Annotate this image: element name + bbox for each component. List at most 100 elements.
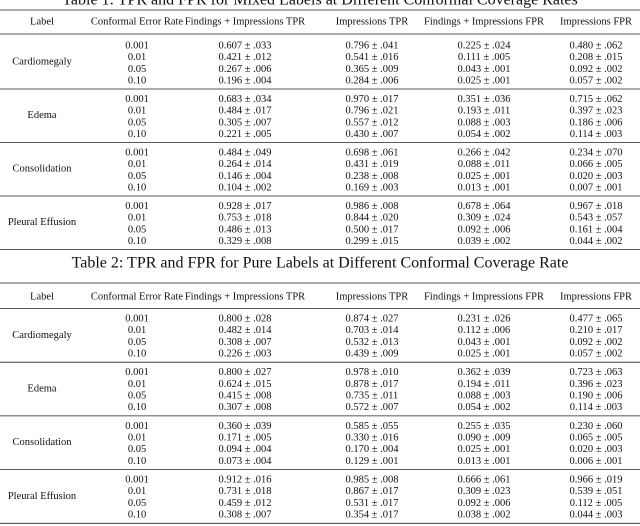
cell: 0.459 ± .012 [218, 498, 271, 509]
cell: 0.090 ± .009 [457, 433, 510, 444]
cell: 0.482 ± .014 [218, 325, 272, 336]
cell: 0.308 ± .007 [218, 337, 271, 348]
column-header: Findings + Impressions FPR [424, 291, 544, 302]
column-header: Impressions FPR [560, 291, 632, 302]
column-header: Findings + Impressions TPR [185, 291, 305, 302]
cell: 0.231 ± .026 [457, 313, 510, 324]
cell: 0.698 ± .061 [345, 147, 398, 158]
row-label: Consolidation [13, 437, 73, 448]
cell: 0.266 ± .042 [457, 147, 510, 158]
cell: 0.104 ± .002 [218, 183, 271, 194]
cell: 0.607 ± .033 [218, 40, 271, 51]
cell: 0.05 [128, 224, 146, 235]
cell: 0.539 ± .051 [569, 486, 622, 497]
cell: 0.01 [128, 486, 146, 497]
cell: 0.043 ± .001 [457, 337, 510, 348]
cell: 0.044 ± .003 [569, 510, 622, 521]
cell: 0.362 ± .039 [457, 367, 510, 378]
cell: 0.171 ± .005 [218, 433, 271, 444]
cell: 0.05 [128, 444, 146, 455]
cell: 0.874 ± .027 [345, 313, 398, 324]
cell: 0.112 ± .005 [570, 498, 623, 509]
cell: 0.10 [128, 402, 146, 413]
cell: 0.397 ± .023 [569, 106, 622, 117]
cell: 0.210 ± .017 [569, 325, 622, 336]
cell: 0.10 [128, 76, 146, 87]
cell: 0.484 ± .049 [218, 147, 271, 158]
cell: 0.365 ± .009 [345, 64, 398, 75]
cell: 0.439 ± .009 [345, 349, 398, 360]
cell: 0.985 ± .008 [345, 475, 398, 486]
cell: 0.112 ± .006 [458, 325, 511, 336]
cell: 0.731 ± .018 [218, 486, 271, 497]
cell: 0.966 ± .019 [569, 475, 622, 486]
row-label: Edema [27, 383, 56, 394]
cell: 0.01 [128, 52, 146, 63]
column-header: Conformal Error Rate [91, 16, 183, 27]
column-header: Findings + Impressions TPR [185, 16, 305, 27]
cell: 0.01 [128, 379, 146, 390]
cell: 0.800 ± .028 [218, 313, 271, 324]
cell: 0.01 [128, 213, 146, 224]
cell: 0.038 ± .002 [457, 510, 510, 521]
cell: 0.088 ± .003 [457, 117, 510, 128]
cell: 0.007 ± .001 [569, 183, 622, 194]
cell: 0.194 ± .011 [458, 379, 511, 390]
cell: 0.912 ± .016 [218, 475, 271, 486]
cell: 0.532 ± .013 [345, 337, 398, 348]
cell: 0.978 ± .010 [345, 367, 398, 378]
cell: 0.001 [125, 40, 149, 51]
cell: 0.986 ± .008 [345, 201, 398, 212]
cell: 0.001 [125, 421, 149, 432]
cell: 0.025 ± .001 [457, 444, 510, 455]
cell: 0.572 ± .007 [345, 402, 398, 413]
cell: 0.396 ± .023 [569, 379, 622, 390]
cell: 0.190 ± .006 [569, 391, 622, 402]
cell: 0.001 [125, 475, 149, 486]
cell: 0.221 ± .005 [218, 129, 271, 140]
cell: 0.054 ± .002 [457, 129, 510, 140]
cell: 0.305 ± .007 [218, 117, 271, 128]
cell: 0.753 ± .018 [218, 213, 271, 224]
cell: 0.01 [128, 325, 146, 336]
cell: 0.415 ± .008 [218, 391, 271, 402]
cell: 0.043 ± .001 [457, 64, 510, 75]
cell: 0.05 [128, 391, 146, 402]
cell: 0.013 ± .001 [457, 183, 510, 194]
cell: 0.01 [128, 106, 146, 117]
cell: 0.05 [128, 498, 146, 509]
cell: 0.683 ± .034 [218, 94, 272, 105]
cell: 0.541 ± .016 [345, 52, 398, 63]
cell: 0.025 ± .001 [457, 171, 510, 182]
cell: 0.678 ± .064 [457, 201, 511, 212]
cell: 0.169 ± .003 [345, 183, 398, 194]
cell: 0.020 ± .003 [569, 171, 622, 182]
row-label: Cardiomegaly [12, 57, 72, 68]
cell: 0.092 ± .002 [569, 64, 622, 75]
cell: 0.001 [125, 147, 149, 158]
cell: 0.735 ± .011 [346, 391, 399, 402]
cell: 0.330 ± .016 [345, 433, 398, 444]
cell: 0.020 ± .003 [569, 444, 622, 455]
cell: 0.225 ± .024 [457, 40, 511, 51]
cell: 0.715 ± .062 [569, 94, 622, 105]
cell: 0.796 ± .021 [345, 106, 398, 117]
cell: 0.800 ± .027 [218, 367, 271, 378]
column-header: Impressions FPR [560, 16, 632, 27]
cell: 0.129 ± .001 [345, 456, 398, 467]
row-label: Pleural Effusion [8, 491, 77, 502]
cell: 0.329 ± .008 [218, 236, 271, 247]
cell: 0.299 ± .015 [345, 236, 398, 247]
table-caption: Table 2: TPR and FPR for Pure Labels at … [72, 255, 569, 272]
column-header: Conformal Error Rate [91, 291, 183, 302]
cell: 0.208 ± .015 [569, 52, 622, 63]
cell: 0.193 ± .011 [458, 106, 511, 117]
cell: 0.360 ± .039 [218, 421, 271, 432]
column-header: Impressions TPR [336, 16, 408, 27]
cell: 0.05 [128, 117, 146, 128]
cell: 0.088 ± .003 [457, 391, 510, 402]
cell: 0.10 [128, 349, 146, 360]
cell: 0.10 [128, 129, 146, 140]
cell: 0.01 [128, 433, 146, 444]
cell: 0.531 ± .017 [345, 498, 398, 509]
